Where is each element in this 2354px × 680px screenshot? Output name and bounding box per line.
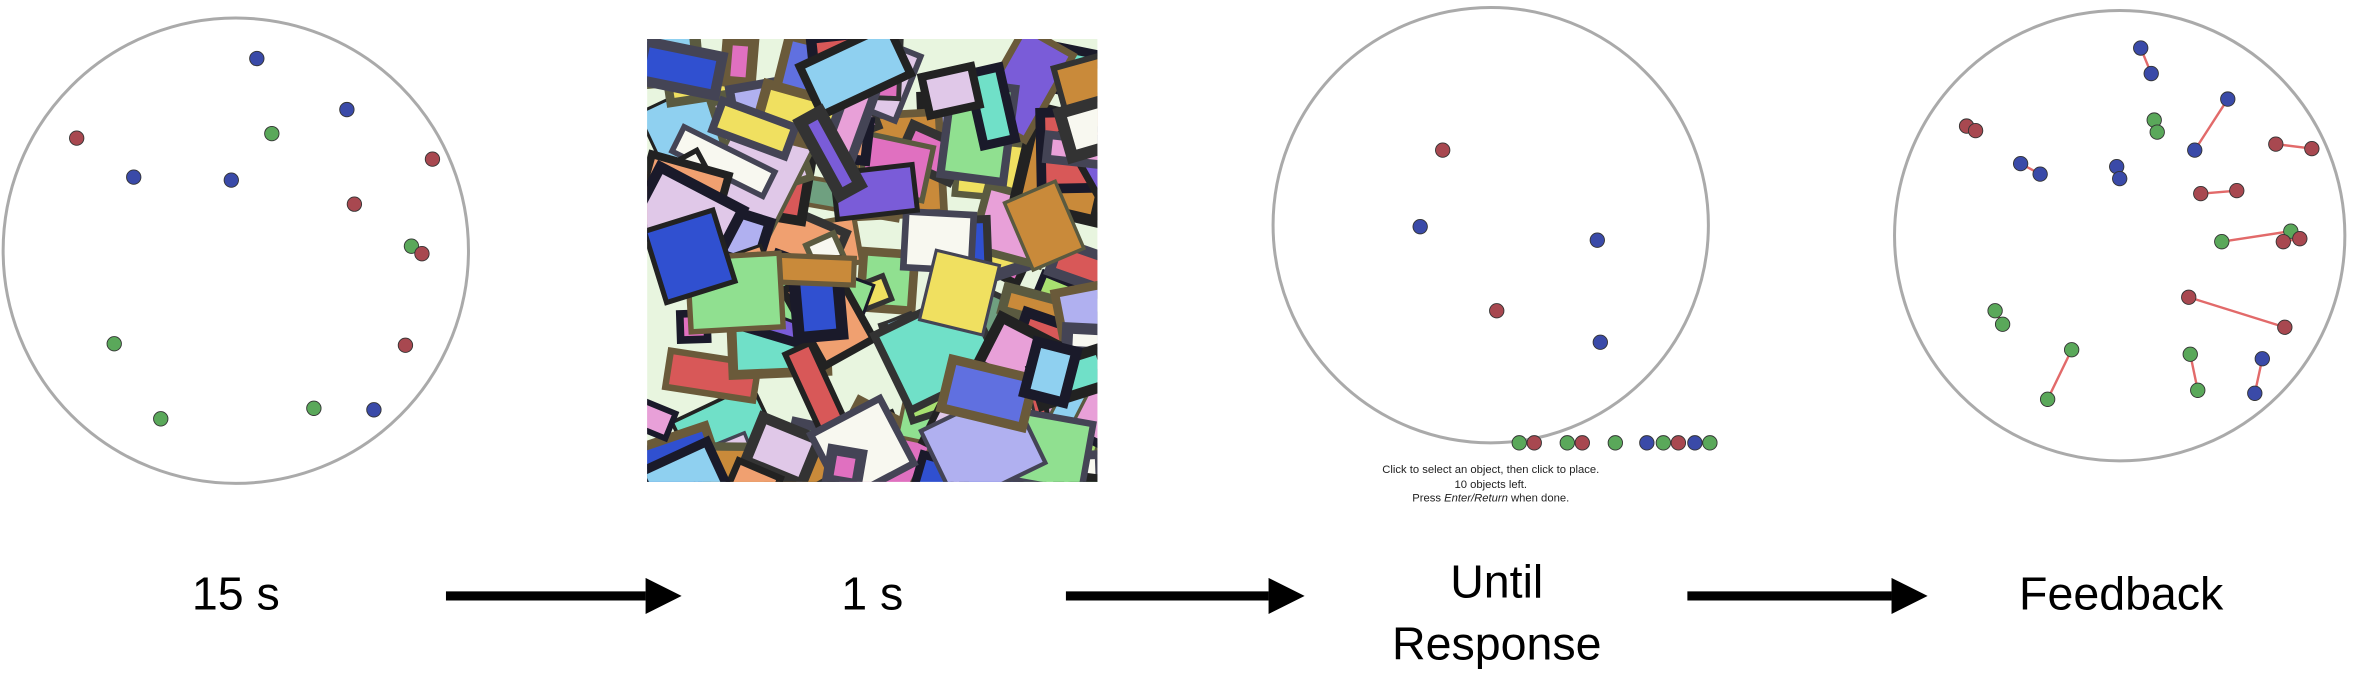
study-display [1, 16, 470, 485]
object-dot [2149, 124, 2165, 140]
object-dot [403, 238, 420, 254]
response-display: Click to select an object, then click to… [1271, 6, 1718, 504]
object-dot [2190, 382, 2206, 398]
object-dot [414, 246, 430, 262]
object-dot [2247, 385, 2263, 401]
object-dot [2181, 289, 2197, 305]
mask-shape [647, 39, 729, 102]
instruction-key: Enter/Return [1444, 492, 1508, 504]
object-dot [1559, 435, 1575, 451]
object-dot [2254, 351, 2270, 367]
mask-shape [703, 456, 786, 482]
object-dot [1574, 435, 1590, 451]
error-line [2193, 98, 2229, 151]
object-dot [1994, 316, 2011, 332]
object-dot [2182, 346, 2198, 362]
object-dot [69, 130, 85, 146]
object-dot [2193, 185, 2209, 202]
object-dot [1511, 435, 1527, 451]
mask-shape [647, 435, 745, 482]
object-dot [1589, 232, 1605, 248]
object-dot [1526, 435, 1542, 451]
mask-shape [1073, 39, 1098, 120]
object-dot [366, 402, 382, 418]
mask-shape [1049, 468, 1098, 482]
object-dot [2292, 231, 2308, 247]
instruction: Click to select an object, then click to… [1382, 464, 1599, 476]
duration-label: Response [1392, 617, 1601, 669]
object-dot [264, 125, 280, 142]
duration-label: 1 s [841, 568, 903, 620]
object-dot [106, 336, 122, 352]
object-dot [346, 196, 363, 212]
object-dot [2304, 140, 2320, 157]
instruction: when done. [1510, 492, 1569, 504]
mask-shape [821, 443, 868, 482]
object-dot [2275, 234, 2291, 250]
arena [1, 16, 470, 485]
object-dot [306, 400, 322, 416]
instruction: 10 objects left. [1454, 479, 1527, 491]
object-dot [397, 337, 414, 353]
object-dot [2133, 40, 2149, 56]
object-dot [2039, 391, 2056, 407]
object-dot [1435, 142, 1451, 158]
phase-label: Feedback [2019, 568, 2224, 620]
mask-shape [917, 248, 1002, 337]
object-dot [1987, 303, 2003, 319]
object-dot [2143, 65, 2159, 82]
object-dot [1489, 303, 1505, 319]
object-dot [1607, 435, 1623, 451]
mask-shape [794, 39, 916, 121]
object-dot [2032, 166, 2048, 182]
arena [1271, 6, 1710, 445]
object-dot [1702, 435, 1718, 451]
mask-shape [718, 39, 760, 89]
object-dot [339, 101, 355, 118]
object-dot [2220, 91, 2236, 107]
mask-shape [792, 103, 868, 204]
feedback-display [1893, 9, 2347, 463]
object-dot [2268, 136, 2284, 152]
mask-shape [707, 95, 801, 162]
mask-shape [647, 397, 680, 443]
object-dot [2277, 319, 2293, 335]
mask-shape [935, 353, 1040, 434]
object-dot [1670, 435, 1687, 451]
object-dot [1655, 435, 1672, 451]
object-dot [1687, 435, 1703, 451]
mask-shape [1052, 84, 1098, 165]
error-line [2046, 349, 2073, 400]
object-dot [2112, 170, 2128, 187]
object-dot [424, 151, 441, 167]
object-dot [223, 172, 239, 188]
instruction: Press [1412, 492, 1441, 504]
error-line [2188, 296, 2286, 329]
object-dot [1592, 334, 1608, 350]
mask-shape [1002, 178, 1087, 273]
object-dot [1412, 219, 1428, 235]
duration-label: 15 s [192, 568, 280, 620]
mask-shape [1009, 466, 1098, 482]
object-dot [126, 169, 142, 185]
mask-shape [1018, 335, 1083, 409]
object-dot [153, 411, 169, 427]
object-dot [2187, 142, 2203, 158]
object-dot [249, 50, 265, 67]
mask-shape [647, 206, 739, 306]
instruction: Press Enter/Return when done. [1412, 492, 1569, 504]
object-dot [2229, 182, 2245, 199]
arena [1893, 9, 2347, 463]
object-dot [1967, 122, 1984, 139]
mask-shape [916, 61, 985, 121]
object-dot [2012, 155, 2029, 172]
duration-label: Until [1450, 556, 1543, 608]
error-line [2221, 229, 2291, 243]
object-dot [2064, 342, 2080, 358]
mask-display [647, 39, 1098, 482]
object-dot [2214, 234, 2230, 250]
object-dot [1639, 435, 1655, 451]
